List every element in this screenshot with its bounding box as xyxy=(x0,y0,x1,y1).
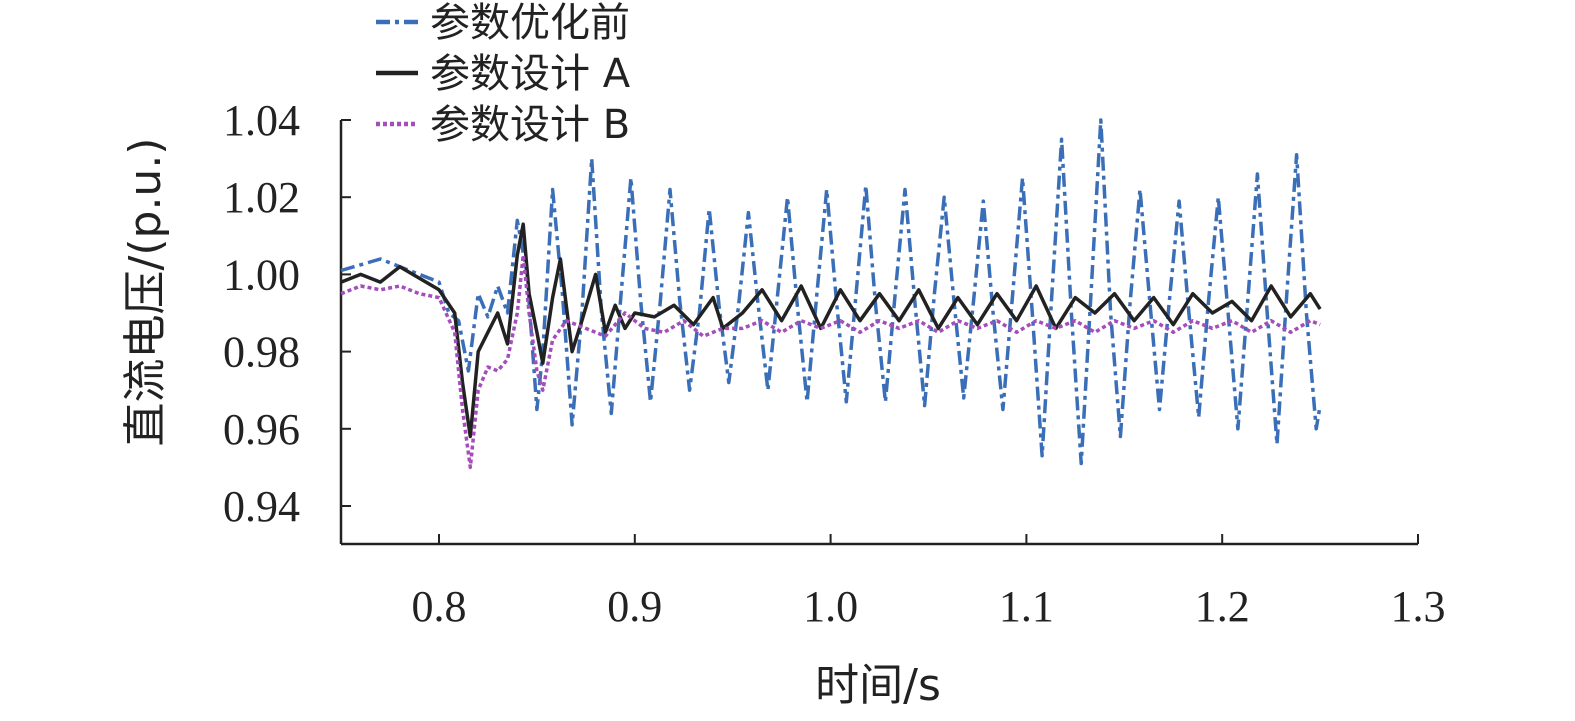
series-line-3 xyxy=(340,253,1321,470)
y-tick-label: 0.98 xyxy=(223,328,300,377)
x-axis-ticks: 0.8 0.9 1.0 1.1 1.2 1.3 xyxy=(412,534,1446,631)
y-tick-label: 1.04 xyxy=(223,96,300,145)
x-axis-title: 时间/s xyxy=(815,660,941,711)
y-tick-label: 1.02 xyxy=(223,173,300,222)
legend-label-2: 参数设计 A xyxy=(430,51,631,97)
legend-label-1: 参数优化前 xyxy=(430,0,630,46)
y-tick-label: 1.00 xyxy=(223,250,300,299)
x-tick-label: 1.0 xyxy=(803,582,858,631)
y-axis-ticks: 0.94 0.96 0.98 1.00 1.02 1.04 xyxy=(223,96,351,531)
series-line-2 xyxy=(340,222,1322,439)
y-tick-label: 0.96 xyxy=(223,405,300,454)
series-line-1 xyxy=(340,118,1322,466)
legend-label-3: 参数设计 B xyxy=(430,102,630,148)
x-tick-label: 0.8 xyxy=(412,582,467,631)
x-tick-label: 1.2 xyxy=(1195,582,1250,631)
x-tick-label: 1.3 xyxy=(1391,582,1446,631)
y-axis-title: 直流电压/(p.u.) xyxy=(120,138,171,447)
y-tick-label: 0.94 xyxy=(223,482,300,531)
x-tick-label: 0.9 xyxy=(607,582,662,631)
series-layer xyxy=(340,118,1322,470)
axes xyxy=(339,120,1418,546)
x-tick-label: 1.1 xyxy=(999,582,1054,631)
